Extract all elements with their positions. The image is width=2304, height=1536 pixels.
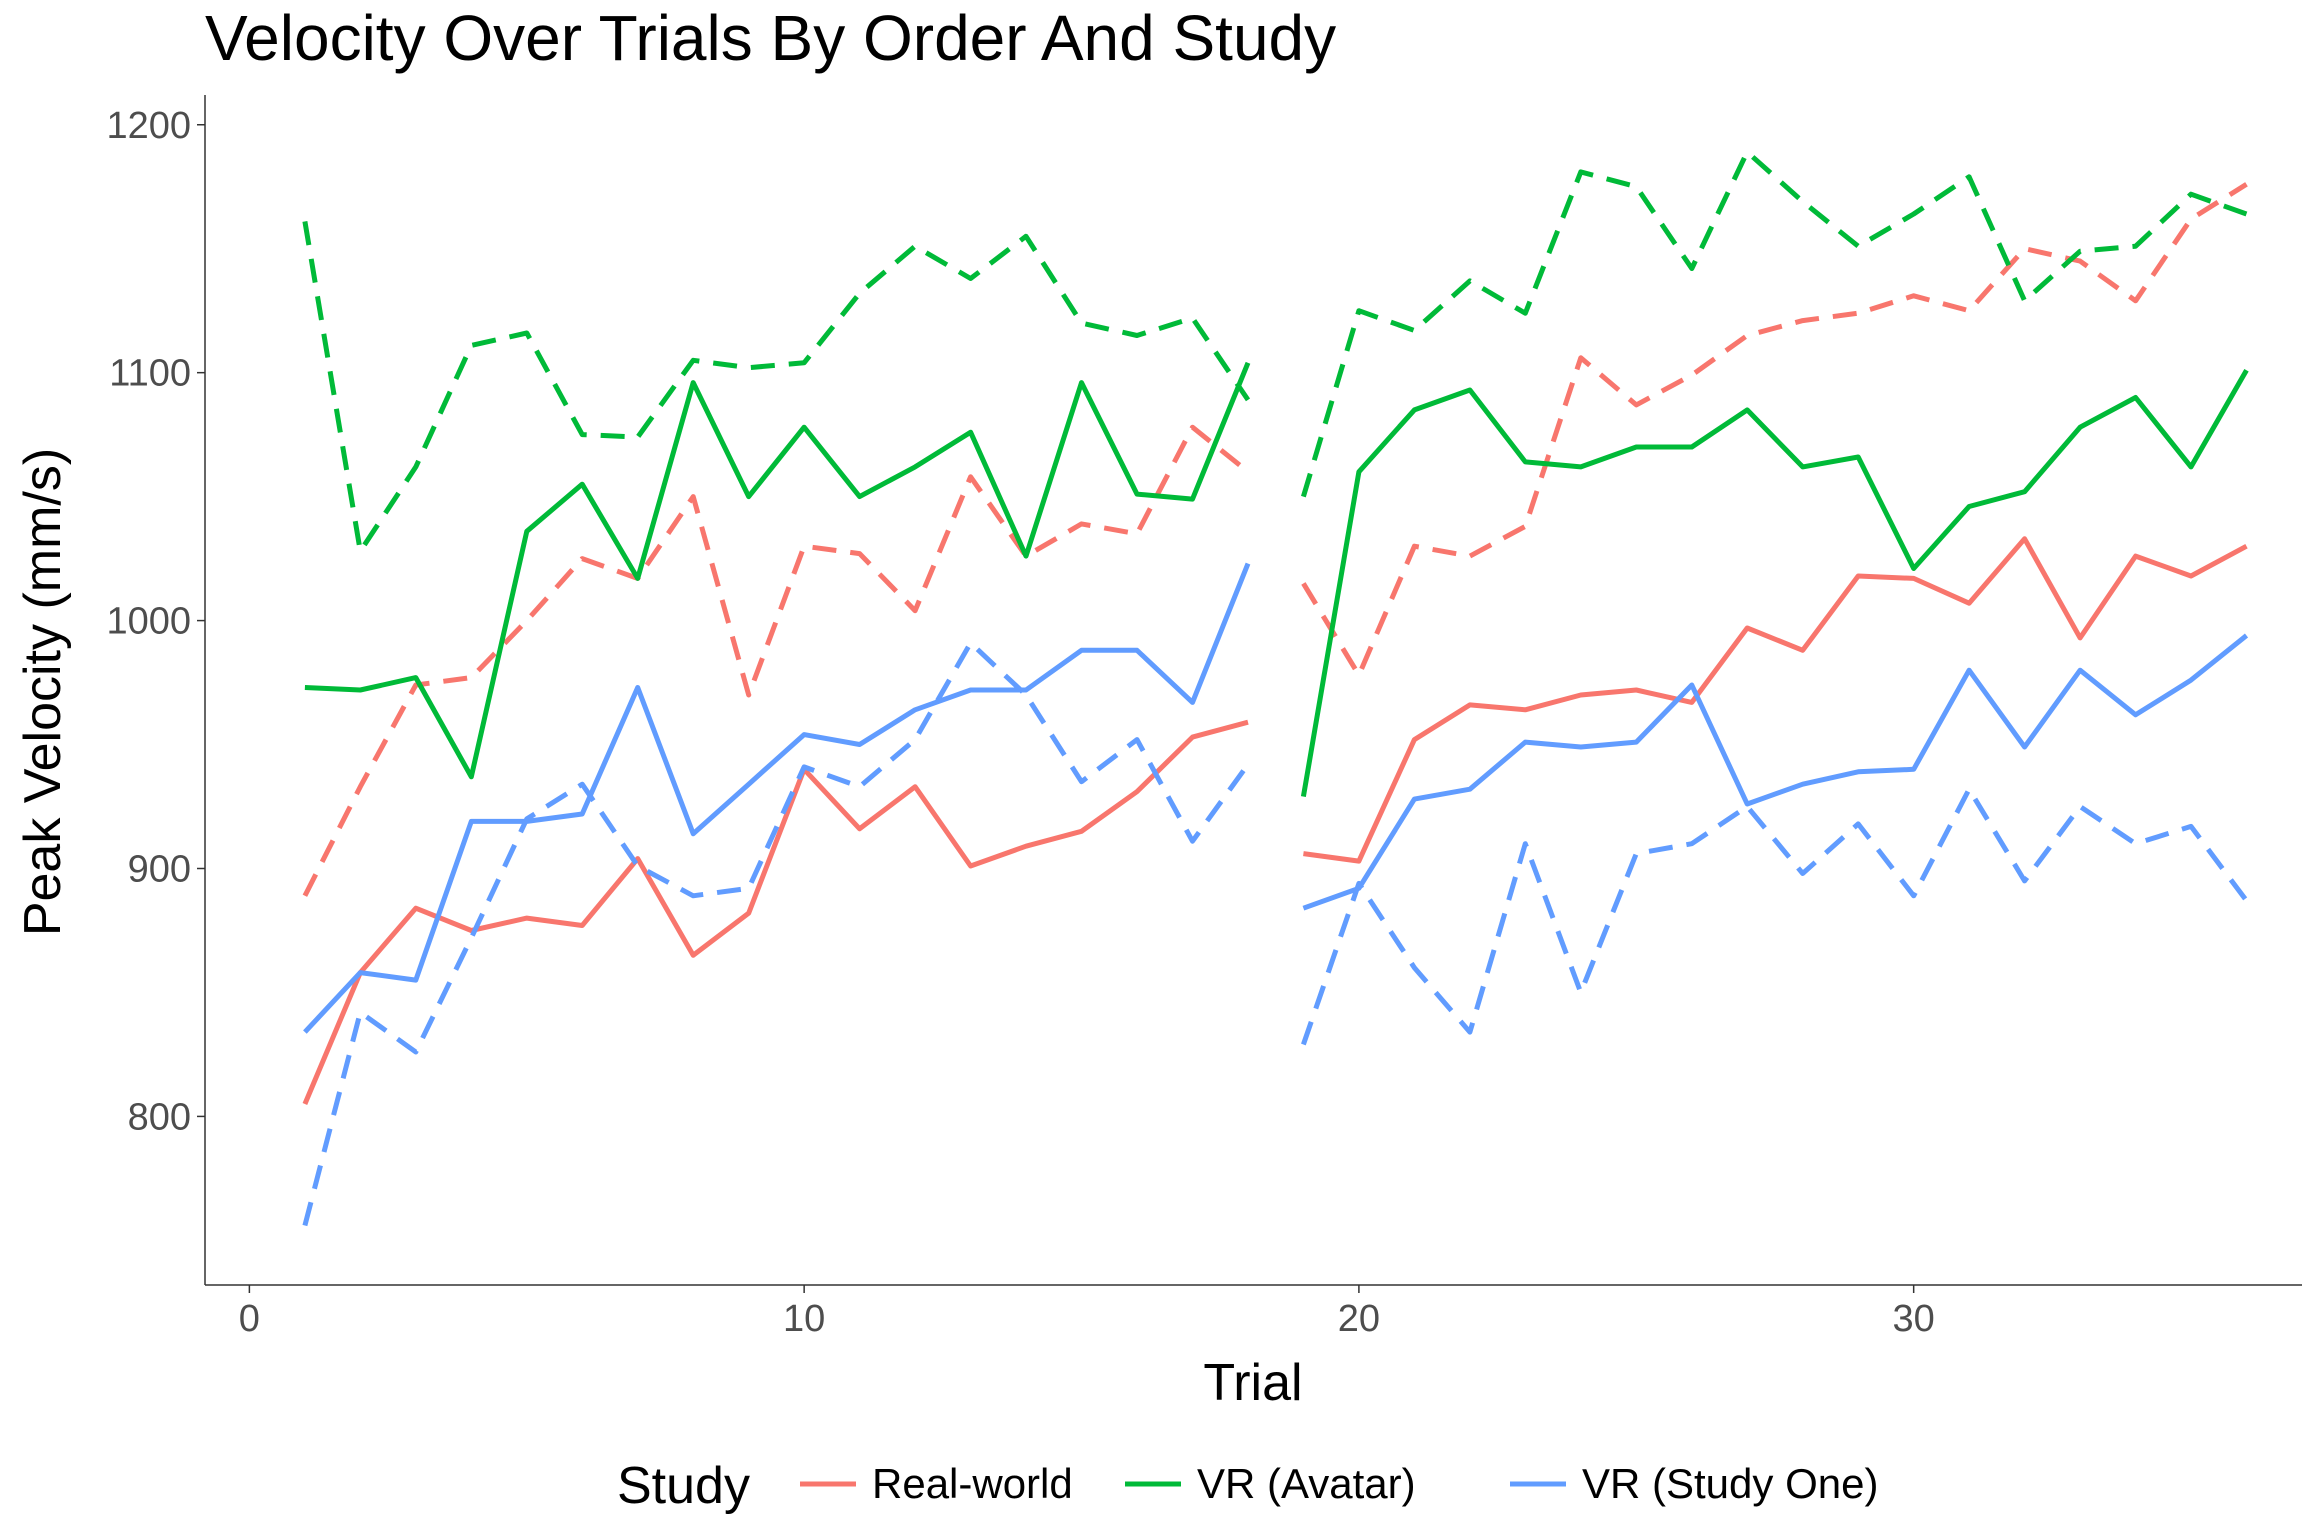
y-tick-label: 1200 bbox=[106, 105, 191, 147]
x-tick-label: 0 bbox=[239, 1298, 260, 1340]
y-tick-label: 1100 bbox=[109, 353, 191, 395]
series-5 bbox=[302, 640, 2249, 1227]
legend-label: VR (Avatar) bbox=[1197, 1460, 1416, 1507]
legend-title: Study bbox=[617, 1457, 750, 1515]
series-4 bbox=[303, 562, 2249, 1034]
chart-title: Velocity Over Trials By Order And Study bbox=[205, 2, 1336, 74]
series-line bbox=[304, 361, 1251, 780]
series-line bbox=[1301, 182, 2248, 678]
series-line bbox=[302, 424, 1250, 897]
series-line bbox=[1301, 786, 2249, 1046]
series-line bbox=[1300, 368, 2249, 798]
y-tick-label: 1000 bbox=[106, 601, 191, 643]
x-tick-label: 30 bbox=[1893, 1298, 1935, 1340]
series-line bbox=[1301, 149, 2248, 498]
series-line bbox=[302, 640, 1251, 1227]
y-axis-title: Peak Velocity (mm/s) bbox=[14, 448, 72, 936]
legend-label: Real-world bbox=[872, 1460, 1073, 1507]
series-line bbox=[1303, 536, 2248, 864]
series-2 bbox=[304, 361, 2249, 798]
series-line bbox=[1302, 633, 2249, 911]
y-tick-label: 800 bbox=[128, 1096, 191, 1138]
series-line bbox=[302, 719, 1249, 1105]
legend: Study Real-world VR (Avatar) VR (Study One… bbox=[617, 1457, 1878, 1515]
x-tick-label: 10 bbox=[783, 1298, 825, 1340]
legend-label: VR (Study One) bbox=[1582, 1460, 1878, 1507]
series-line bbox=[303, 562, 1251, 1034]
x-axis-title: Trial bbox=[1203, 1354, 1302, 1412]
y-tick-label: 900 bbox=[128, 849, 191, 891]
series-3 bbox=[302, 149, 2248, 554]
series-1 bbox=[302, 182, 2248, 897]
x-tick-label: 20 bbox=[1338, 1298, 1380, 1340]
axes: 800 900 1000 1100 1200 0 10 20 30 bbox=[106, 95, 2302, 1340]
series-line bbox=[302, 220, 1251, 554]
series-0 bbox=[302, 536, 2248, 1105]
plot-area bbox=[302, 149, 2249, 1227]
